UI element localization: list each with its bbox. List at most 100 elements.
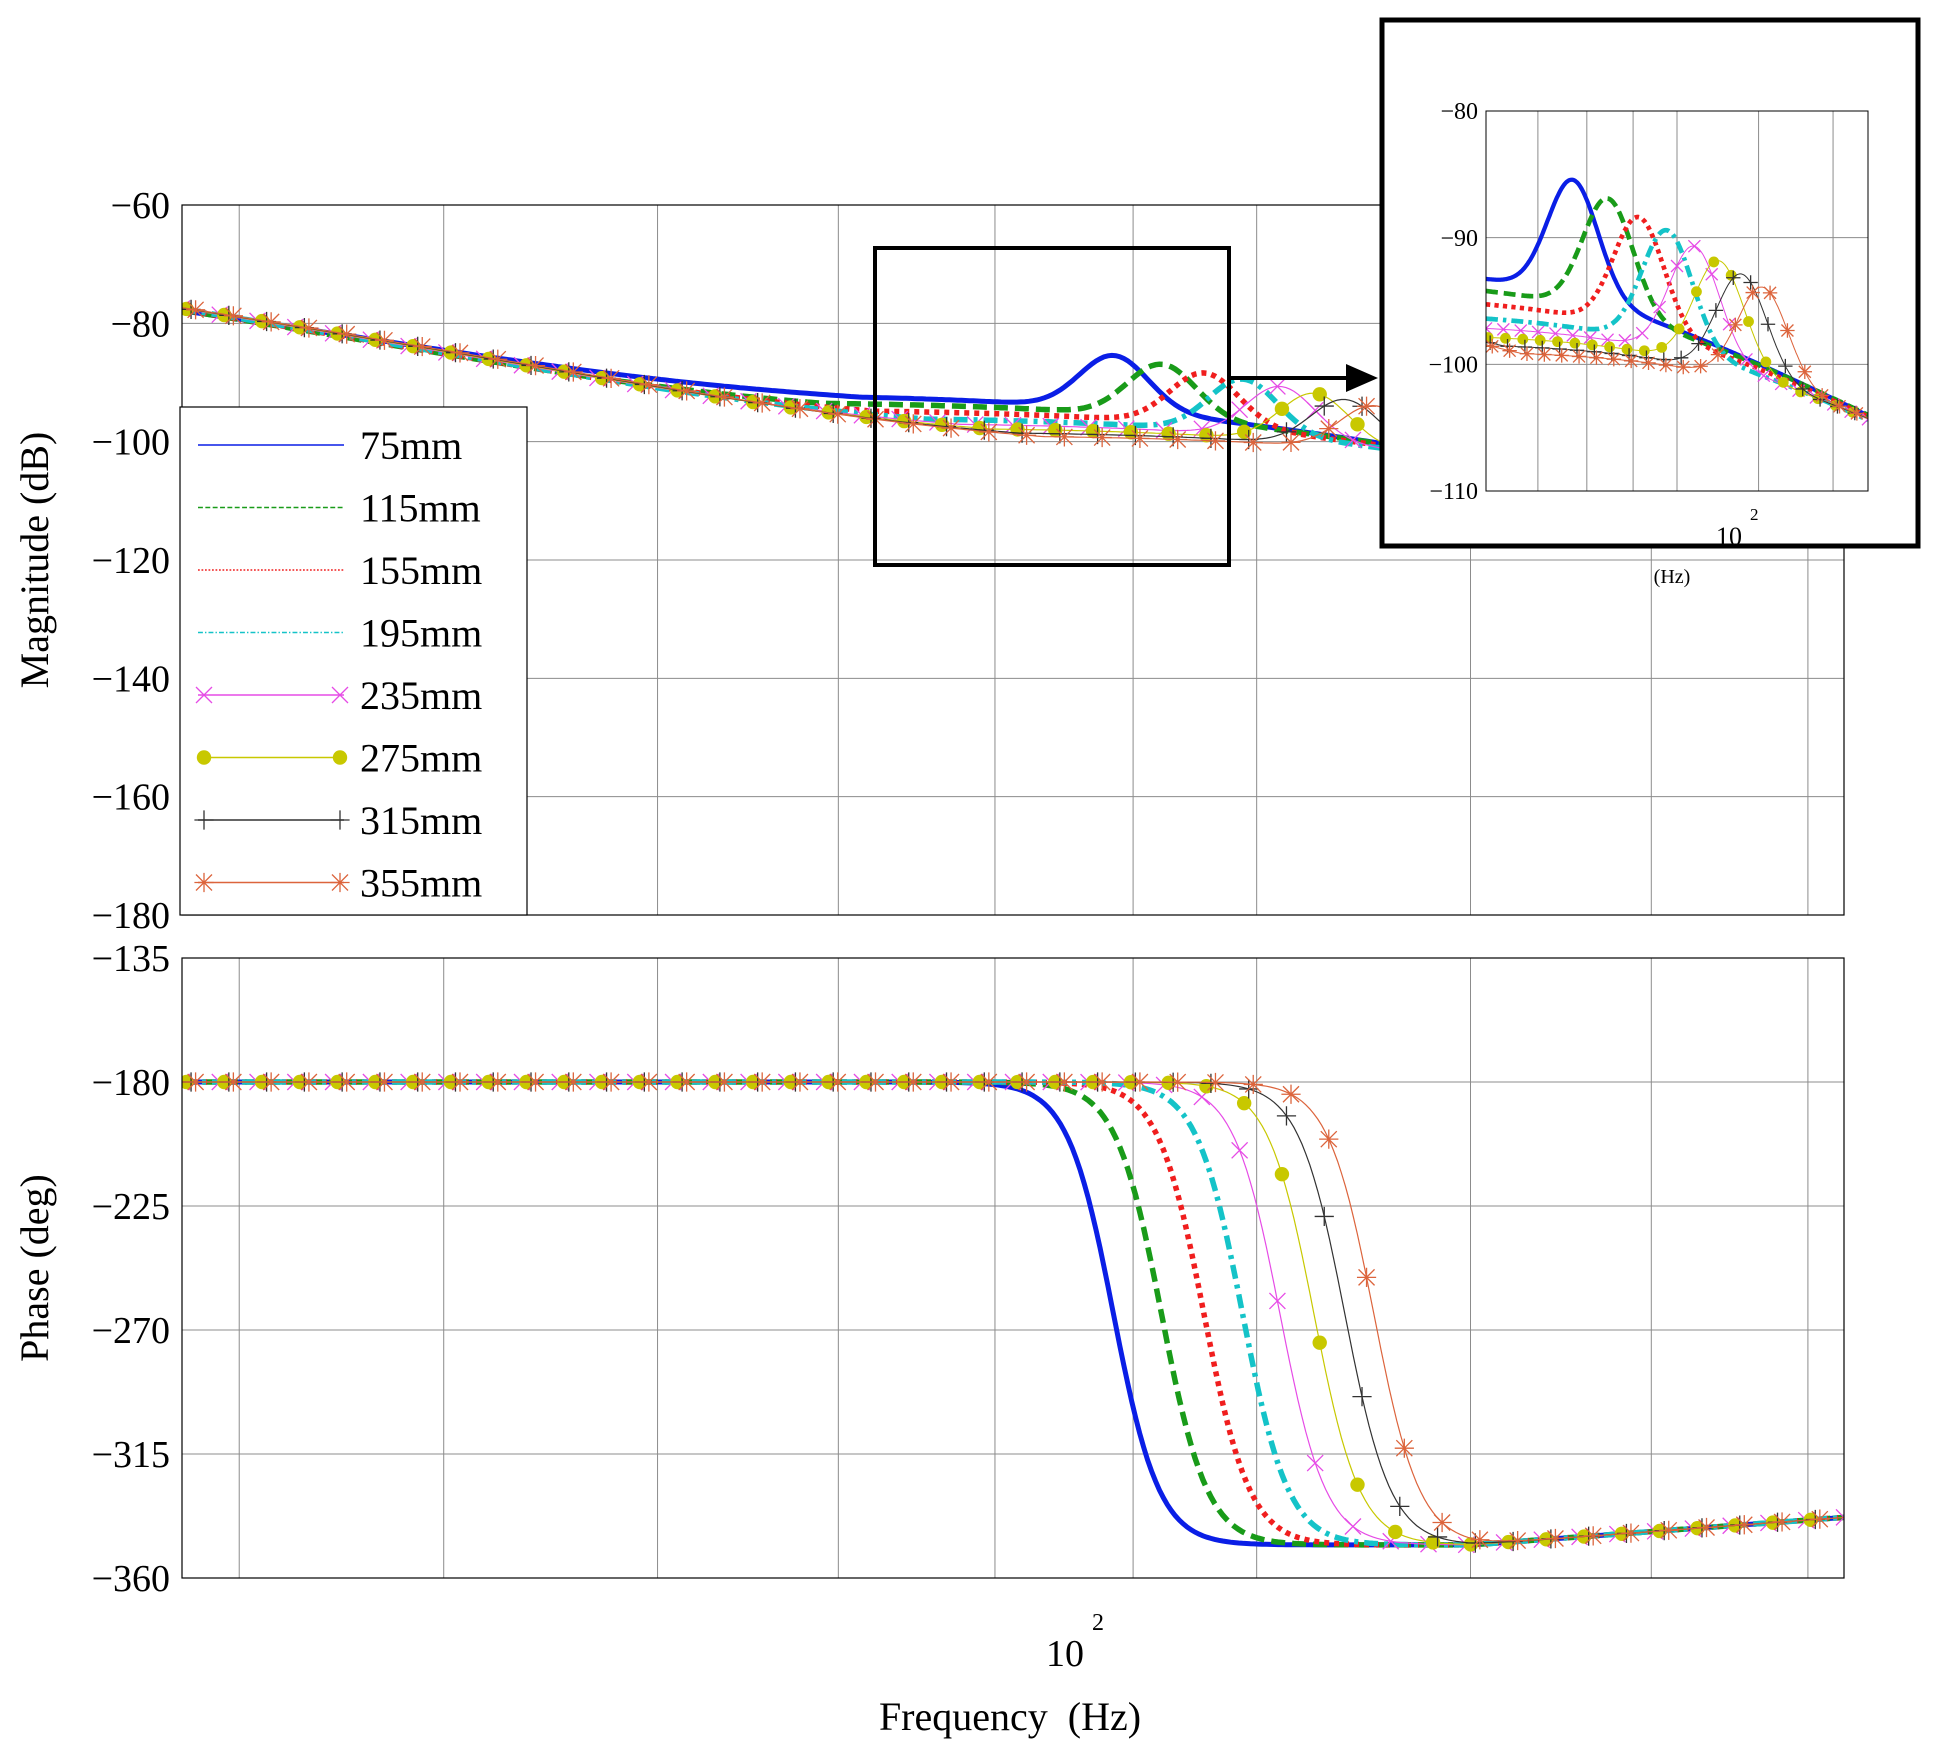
y-tick-label: −140 bbox=[92, 658, 170, 700]
data-point-marker bbox=[525, 355, 546, 376]
data-point-marker bbox=[1486, 339, 1500, 354]
y-tick-label: −180 bbox=[92, 895, 170, 937]
data-point-marker bbox=[337, 1072, 357, 1092]
data-point-marker bbox=[1635, 326, 1649, 340]
data-point-marker bbox=[488, 349, 508, 369]
data-point-marker bbox=[1486, 321, 1493, 335]
data-point-marker bbox=[1586, 339, 1598, 351]
data-point-marker bbox=[1835, 1508, 1844, 1526]
data-point-marker bbox=[752, 393, 772, 413]
data-point-marker bbox=[450, 343, 470, 363]
data-point-marker bbox=[1659, 1520, 1679, 1540]
data-point-marker bbox=[1743, 316, 1754, 327]
legend-item-155mm: 155mm bbox=[198, 548, 482, 593]
data-point-marker bbox=[563, 1072, 583, 1092]
data-point-marker bbox=[1760, 356, 1772, 368]
inset-panel bbox=[1379, 17, 1921, 549]
legend-item-75mm: 75mm bbox=[198, 423, 462, 468]
data-point-marker bbox=[639, 375, 659, 395]
data-point-marker bbox=[1743, 275, 1758, 290]
data-point-marker bbox=[601, 1072, 621, 1092]
data-point-marker bbox=[790, 399, 810, 419]
inset-plot-frame bbox=[1485, 110, 1869, 492]
data-point-marker bbox=[1797, 364, 1812, 379]
data-point-marker bbox=[1274, 401, 1290, 417]
y-tick-label: −110 bbox=[1429, 479, 1478, 505]
data-point-marker bbox=[1274, 1166, 1290, 1182]
data-point-marker bbox=[332, 750, 348, 765]
data-point-marker bbox=[1432, 1512, 1452, 1533]
legend-label: 195mm bbox=[360, 611, 482, 656]
data-point-marker bbox=[1314, 396, 1334, 416]
data-point-marker bbox=[1795, 381, 1810, 397]
data-point-marker bbox=[1231, 401, 1249, 419]
data-point-marker bbox=[1780, 323, 1795, 338]
data-point-marker bbox=[1236, 424, 1252, 439]
y-tick-label: −270 bbox=[92, 1310, 170, 1352]
legend-label: 115mm bbox=[360, 486, 481, 531]
data-point-marker bbox=[1350, 417, 1365, 432]
data-point-marker bbox=[903, 414, 923, 434]
data-point-marker bbox=[1243, 1074, 1263, 1095]
data-point-marker bbox=[1760, 317, 1776, 332]
data-point-marker bbox=[1017, 425, 1037, 445]
data-point-marker bbox=[1814, 388, 1830, 403]
data-point-marker bbox=[1306, 1454, 1324, 1472]
legend-label: 355mm bbox=[360, 861, 482, 906]
data-point-marker bbox=[223, 306, 243, 326]
data-point-marker bbox=[1589, 350, 1604, 365]
data-point-marker bbox=[1705, 267, 1719, 281]
data-point-marker bbox=[1276, 1106, 1297, 1126]
data-point-marker bbox=[1239, 429, 1259, 450]
y-tick-label: −100 bbox=[92, 422, 170, 464]
data-point-marker bbox=[194, 810, 214, 830]
data-point-marker bbox=[196, 750, 212, 765]
data-point-marker bbox=[1352, 1387, 1372, 1407]
data-point-marker bbox=[1623, 353, 1639, 369]
data-point-marker bbox=[1130, 1072, 1150, 1092]
data-point-marker bbox=[261, 312, 281, 332]
data-point-marker bbox=[677, 1072, 697, 1092]
series-355mm bbox=[182, 1072, 1844, 1551]
data-point-marker bbox=[1708, 256, 1720, 268]
series-355mm bbox=[1486, 285, 1868, 421]
data-point-marker bbox=[1356, 1267, 1377, 1287]
data-point-marker bbox=[1545, 1528, 1566, 1549]
data-point-marker bbox=[1312, 1335, 1327, 1350]
phase-x-tick-label: 10 2 bbox=[1046, 1610, 1104, 1675]
data-point-marker bbox=[374, 330, 395, 350]
data-point-marker bbox=[1306, 401, 1324, 419]
data-point-marker bbox=[1745, 285, 1760, 300]
data-point-marker bbox=[1465, 1533, 1485, 1553]
data-point-marker bbox=[1394, 1438, 1414, 1458]
series-155mm bbox=[182, 1079, 1844, 1548]
x-tick-exponent: 2 bbox=[1092, 1610, 1104, 1636]
data-point-marker bbox=[1772, 1512, 1792, 1532]
data-point-marker bbox=[1710, 347, 1726, 362]
data-point-marker bbox=[639, 1072, 659, 1092]
data-point-marker bbox=[1130, 428, 1150, 449]
data-point-marker bbox=[261, 1072, 281, 1092]
magnitude-y-ticks: −60 −80 −100 −120 −140 −160 −180 bbox=[92, 185, 170, 937]
data-point-marker bbox=[1693, 359, 1708, 374]
legend-label: 315mm bbox=[360, 798, 482, 843]
data-point-marker bbox=[1708, 303, 1724, 318]
inset-x-axis-label: (Hz) bbox=[1654, 566, 1691, 588]
legend-label: 235mm bbox=[360, 673, 482, 718]
data-point-marker bbox=[330, 872, 350, 893]
data-point-marker bbox=[1777, 376, 1789, 388]
series-line-75mm bbox=[182, 1079, 1844, 1548]
legend-box bbox=[179, 406, 528, 916]
inset-curves bbox=[1486, 177, 1868, 426]
data-point-marker bbox=[1236, 1095, 1252, 1111]
data-point-marker bbox=[1653, 300, 1667, 314]
data-point-marker bbox=[1606, 351, 1621, 367]
data-point-marker bbox=[374, 1072, 395, 1092]
legend-label: 155mm bbox=[360, 548, 482, 593]
data-point-marker bbox=[525, 1072, 546, 1092]
series-235mm bbox=[182, 1073, 1844, 1554]
data-point-marker bbox=[1088, 424, 1108, 445]
legend-item-315mm: 315mm bbox=[194, 798, 482, 843]
data-point-marker bbox=[1569, 337, 1581, 349]
legend-item-355mm: 355mm bbox=[194, 861, 482, 906]
